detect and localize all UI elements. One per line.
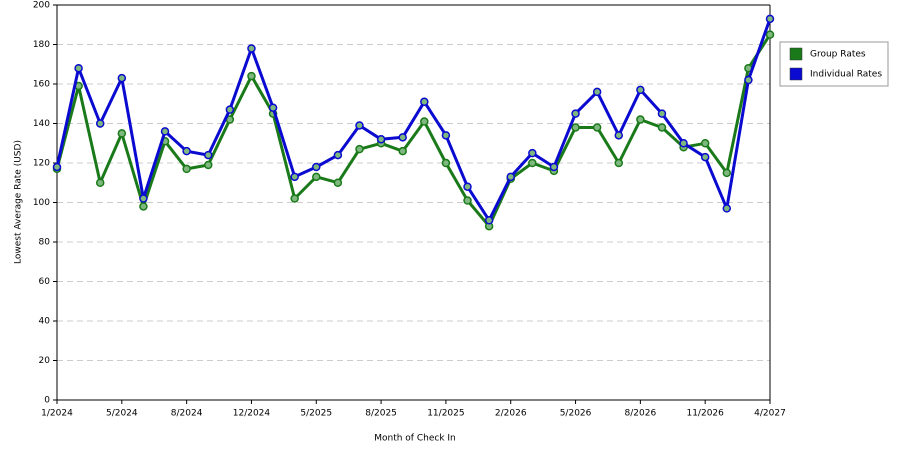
y-tick-label: 100 xyxy=(33,198,50,208)
x-tick-label: 5/2025 xyxy=(300,409,332,419)
point xyxy=(700,152,710,162)
point xyxy=(506,172,515,182)
point xyxy=(333,150,343,160)
point xyxy=(160,127,170,136)
point xyxy=(528,148,537,158)
y-tick-label: 80 xyxy=(39,238,51,248)
y-tick-label: 180 xyxy=(33,40,50,50)
point xyxy=(528,158,537,168)
point xyxy=(312,162,321,172)
legend-swatch xyxy=(789,67,803,81)
point xyxy=(744,75,753,85)
point xyxy=(247,44,256,53)
point xyxy=(420,97,429,107)
y-tick-label: 160 xyxy=(33,80,50,90)
point xyxy=(765,14,775,24)
point xyxy=(52,162,62,172)
point xyxy=(74,63,83,73)
point xyxy=(722,168,732,178)
point xyxy=(398,133,407,142)
y-tick-label: 120 xyxy=(33,159,50,169)
point xyxy=(420,117,429,126)
point xyxy=(355,144,364,154)
point xyxy=(571,123,580,132)
point xyxy=(398,146,407,156)
point xyxy=(722,204,732,213)
point xyxy=(463,196,472,205)
legend-label: Group Rates xyxy=(810,50,866,60)
point xyxy=(312,172,321,182)
x-tick-label: 5/2024 xyxy=(106,409,138,419)
y-tick-label: 20 xyxy=(39,356,51,366)
point xyxy=(182,164,191,174)
point xyxy=(592,87,602,97)
point xyxy=(700,139,710,148)
legend-label: Individual Rates xyxy=(810,70,882,80)
point xyxy=(592,123,602,132)
point xyxy=(614,131,624,140)
point xyxy=(355,121,364,130)
point xyxy=(571,109,580,118)
y-tick-label: 60 xyxy=(39,277,51,287)
point xyxy=(636,115,645,124)
point xyxy=(117,73,127,83)
point xyxy=(247,71,256,81)
point xyxy=(225,105,235,114)
point xyxy=(117,129,127,138)
x-tick-label: 8/2025 xyxy=(365,409,397,419)
x-tick-label: 1/2024 xyxy=(41,409,73,419)
point xyxy=(139,194,148,203)
y-tick-label: 200 xyxy=(33,1,50,11)
point xyxy=(203,150,213,160)
point xyxy=(182,146,191,156)
point xyxy=(290,194,299,203)
point xyxy=(463,182,472,191)
point xyxy=(441,158,451,168)
x-tick-label: 8/2024 xyxy=(171,409,203,419)
legend-swatch xyxy=(789,47,803,61)
point xyxy=(679,139,688,148)
point xyxy=(765,30,775,39)
point xyxy=(614,158,624,168)
y-tick-label: 140 xyxy=(33,119,50,129)
point xyxy=(441,131,451,140)
point xyxy=(636,85,645,95)
x-tick-label: 4/2027 xyxy=(754,409,786,419)
series-line xyxy=(55,18,772,222)
y-axis-title: Lowest Average Rate (USD) xyxy=(14,140,24,264)
point xyxy=(376,135,386,144)
x-tick-label: 5/2026 xyxy=(560,409,592,419)
point xyxy=(268,103,278,112)
point xyxy=(333,178,343,187)
x-axis-title: Month of Check In xyxy=(374,434,456,444)
x-tick-label: 8/2026 xyxy=(625,409,657,419)
x-tick-label: 11/2026 xyxy=(686,409,724,419)
point xyxy=(95,178,105,187)
x-tick-label: 12/2024 xyxy=(233,409,271,419)
point xyxy=(484,216,494,225)
point xyxy=(95,119,105,128)
point xyxy=(657,123,667,132)
point xyxy=(203,160,213,170)
series-line xyxy=(55,33,772,228)
x-tick-label: 11/2025 xyxy=(427,409,464,419)
x-tick-label: 2/2026 xyxy=(495,409,527,419)
point xyxy=(139,202,148,211)
y-tick-label: 0 xyxy=(44,396,50,406)
point xyxy=(657,109,667,118)
y-tick-label: 40 xyxy=(39,317,51,327)
point xyxy=(290,172,299,182)
point xyxy=(549,162,559,172)
